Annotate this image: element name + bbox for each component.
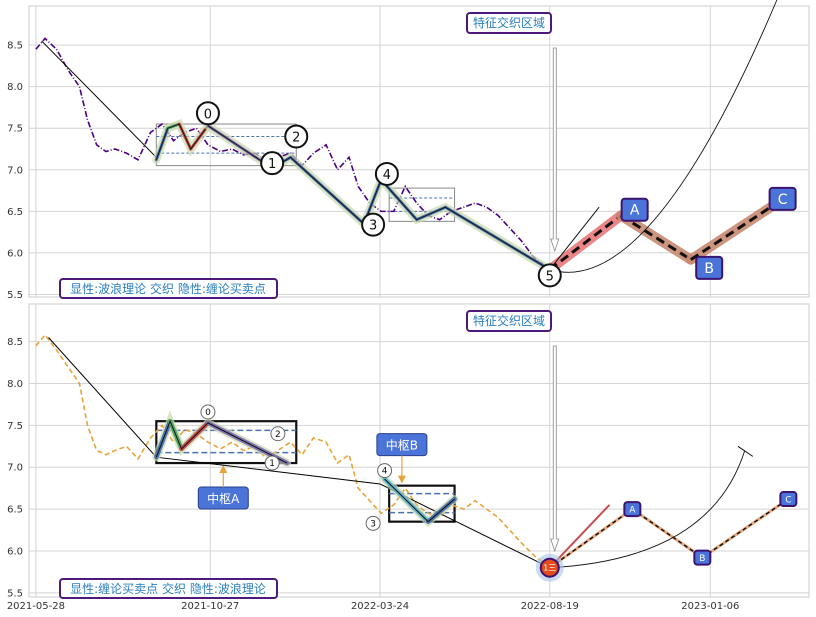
y-tick-label: 6.0: [7, 546, 23, 557]
wave-point-label: 0: [204, 107, 212, 122]
forecast-point-label: B: [704, 261, 714, 277]
forecast-arc: [549, 0, 778, 273]
forecast-dash: [701, 498, 789, 559]
pivot-label: 中枢B: [386, 438, 418, 453]
x-tick-label: 2022-03-24: [351, 601, 409, 612]
wave-point-marker: [260, 151, 285, 176]
region-label: 特征交织区域: [473, 313, 545, 328]
forecast-band: [615, 210, 696, 265]
forecast-dash: [549, 508, 633, 569]
y-tick-label: 8.0: [7, 82, 23, 93]
wave-point-marker: [284, 124, 309, 149]
price-series-line: [35, 37, 551, 271]
y-tick-label: 7.0: [7, 463, 23, 474]
x-tick-label: 2022-08-19: [521, 601, 579, 612]
forecast-point-box: [779, 491, 798, 508]
wave-outline: [155, 419, 288, 464]
panel-label-box: [59, 278, 278, 299]
wave-point-marker: [195, 101, 220, 126]
panel-label: 显性:波浪理论 交织 隐性:缠论买卖点: [70, 281, 266, 296]
wave-point-marker: [270, 426, 286, 442]
pivot-label: 中枢A: [207, 491, 240, 506]
forecast-cap: [737, 445, 754, 457]
buy-point-marker: [539, 557, 560, 578]
forecast-point-box: [620, 197, 649, 222]
y-tick-label: 7.5: [7, 421, 23, 432]
wave-outline: [155, 123, 209, 160]
pivot-arrowhead: [397, 475, 406, 484]
wave-point-marker: [537, 263, 562, 288]
y-tick-label: 8.5: [7, 337, 23, 348]
forecast-point-label: A: [630, 203, 640, 219]
pivot-box: [155, 420, 298, 465]
wave-point-label: 4: [383, 168, 391, 183]
region-label-box: [466, 310, 552, 332]
trend-line: [48, 337, 550, 569]
wave-point-marker: [200, 404, 216, 420]
forecast-ray: [549, 504, 611, 569]
buy-point-label: 1三: [543, 564, 556, 573]
y-tick-label: 6.0: [7, 248, 23, 259]
wave-point-label: 3: [370, 519, 376, 529]
wave-point-marker: [365, 515, 381, 531]
panel-label-box: [59, 578, 278, 599]
forecast-point-label: B: [699, 554, 705, 564]
y-tick-label: 5.5: [7, 588, 23, 599]
forecast-dash: [690, 201, 778, 261]
wave-point-label: 1: [269, 459, 275, 469]
wave-outline: [384, 478, 455, 523]
wave-point-label: 0: [205, 408, 211, 418]
wave-point-marker: [374, 161, 399, 186]
forecast-dash: [548, 214, 622, 271]
y-tick-label: 6.5: [7, 207, 23, 218]
wave-point-label: 5: [546, 269, 554, 284]
y-tick-label: 7.5: [7, 124, 23, 135]
forecast-point-label: C: [778, 192, 788, 208]
top-panel: 5.5 6.0 6.5 7.0 7.5 8.0 8.5 A B C 0 1 2 3 4 5 特征交织区域显性:波…: [7, 0, 810, 301]
trend-line: [41, 40, 157, 158]
wave-point-label: 2: [275, 430, 281, 440]
panel-label: 显性:缠论买卖点 交织 隐性:波浪理论: [70, 581, 266, 596]
forecast-point-box: [693, 549, 712, 566]
region-label-box: [466, 12, 552, 34]
wave-point-label: 3: [369, 219, 377, 234]
x-axis: 2021-05-28 2021-10-27 2022-03-24 2022-08-19…: [7, 601, 740, 612]
region-arrow: [550, 345, 560, 553]
bottom-panel: 5.5 6.0 6.5 7.0 7.5 8.0 8.5 中枢A 中枢B A B C 0 1 2 3 4 1三 特征交…: [7, 303, 810, 599]
wave-point-label: 2: [292, 131, 300, 146]
forecast-point-box: [768, 186, 797, 211]
x-tick-label: 2021-10-27: [181, 601, 239, 612]
y-tick-label: 8.5: [7, 41, 23, 52]
forecast-point-label: C: [785, 496, 791, 506]
wave-point-label: 1: [268, 157, 276, 172]
forecast-arc: [549, 450, 746, 569]
region-label: 特征交织区域: [473, 15, 545, 30]
y-tick-label: 7.0: [7, 165, 23, 176]
x-tick-label: 2021-05-28: [7, 601, 65, 612]
pivot-arrowhead: [219, 465, 228, 474]
wave-point-marker: [361, 212, 386, 237]
region-arrow: [550, 47, 560, 253]
x-tick-label: 2023-01-06: [681, 601, 739, 612]
y-tick-label: 8.0: [7, 379, 23, 390]
forecast-point-box: [623, 501, 642, 518]
forecast-point-label: A: [629, 506, 636, 516]
wave-point-marker: [377, 463, 393, 479]
y-tick-label: 5.5: [7, 290, 23, 301]
wave-point-marker: [264, 455, 280, 471]
forecast-point-box: [695, 255, 724, 280]
forecast-ray: [549, 206, 600, 270]
wave-point-label: 4: [382, 467, 388, 477]
y-tick-label: 6.5: [7, 505, 23, 516]
forecast-dash: [631, 508, 703, 559]
